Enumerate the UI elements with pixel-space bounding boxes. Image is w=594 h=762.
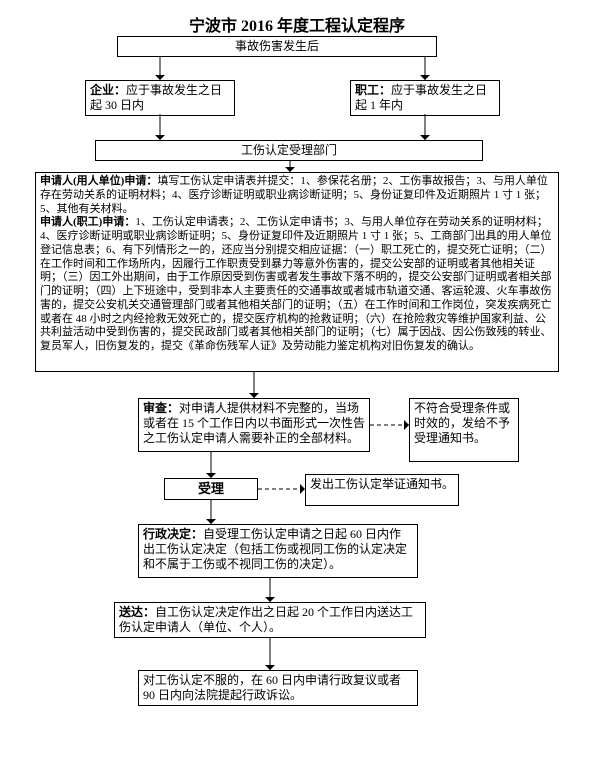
node-rejection-notice: 不符合受理条件或时效的，发给不予受理通知书。 xyxy=(409,398,519,462)
node-application-materials: 申请人(用人单位)申请：填写工伤认定申请表并提交：1、参保花名册；2、工伤事故报… xyxy=(35,172,559,372)
page-title: 宁波市 2016 年度工程认定程序 xyxy=(0,12,594,36)
node-text: 发出工伤认定举证通知书。 xyxy=(310,477,454,491)
node-prefix: 审查： xyxy=(143,401,179,415)
node-prefix: 企业： xyxy=(90,83,126,97)
node-evidence-notice: 发出工伤认定举证通知书。 xyxy=(305,474,459,506)
node-acceptance: 受理 xyxy=(164,478,258,500)
node-decision: 行政决定：自受理工伤认定申请之日起 60 日内作出工伤认定决定（包括工伤或视同工… xyxy=(138,524,418,578)
node-text: 对工伤认定不服的，在 60 日内申请行政复议或者 90 日内向法院提起行政诉讼。 xyxy=(143,673,401,702)
node-appeal: 对工伤认定不服的，在 60 日内申请行政复议或者 90 日内向法院提起行政诉讼。 xyxy=(138,670,418,706)
node-prefix: 行政决定： xyxy=(143,527,203,541)
node-event-occurred: 事故伤害发生后 xyxy=(117,36,437,57)
node-employee-deadline: 职工：应于事故发生之日起 1 年内 xyxy=(350,80,500,116)
node-acceptance-department: 工伤认定受理部门 xyxy=(95,140,483,161)
node-enterprise-deadline: 企业：应于事故发生之日起 30 日内 xyxy=(85,80,235,116)
node-text: 自工伤认定决定作出之日起 20 个工作日内送达工伤认定申请人（单位、个人）。 xyxy=(119,605,413,634)
node-delivery: 送达：自工伤认定决定作出之日起 20 个工作日内送达工伤认定申请人（单位、个人）… xyxy=(114,602,426,638)
node-prefix: 送达： xyxy=(119,605,155,619)
node-review: 审查：对申请人提供材料不完整的，当场或者在 15 个工作日内以书面形式一次性告之… xyxy=(138,398,370,452)
node-text: 事故伤害发生后 xyxy=(235,39,319,53)
para2-text: 1、工伤认定申请表；2、工伤认定申请书；3、与用人单位存在劳动关系的证明材料；4… xyxy=(40,216,552,352)
node-prefix: 职工： xyxy=(355,83,391,97)
node-text: 工伤认定受理部门 xyxy=(241,143,337,157)
para1-prefix: 申请人(用人单位)申请： xyxy=(40,175,157,187)
node-text: 不符合受理条件或时效的，发给不予受理通知书。 xyxy=(414,401,510,445)
node-text: 受理 xyxy=(198,481,224,496)
para2-prefix: 申请人(职工)申请： xyxy=(40,216,135,228)
